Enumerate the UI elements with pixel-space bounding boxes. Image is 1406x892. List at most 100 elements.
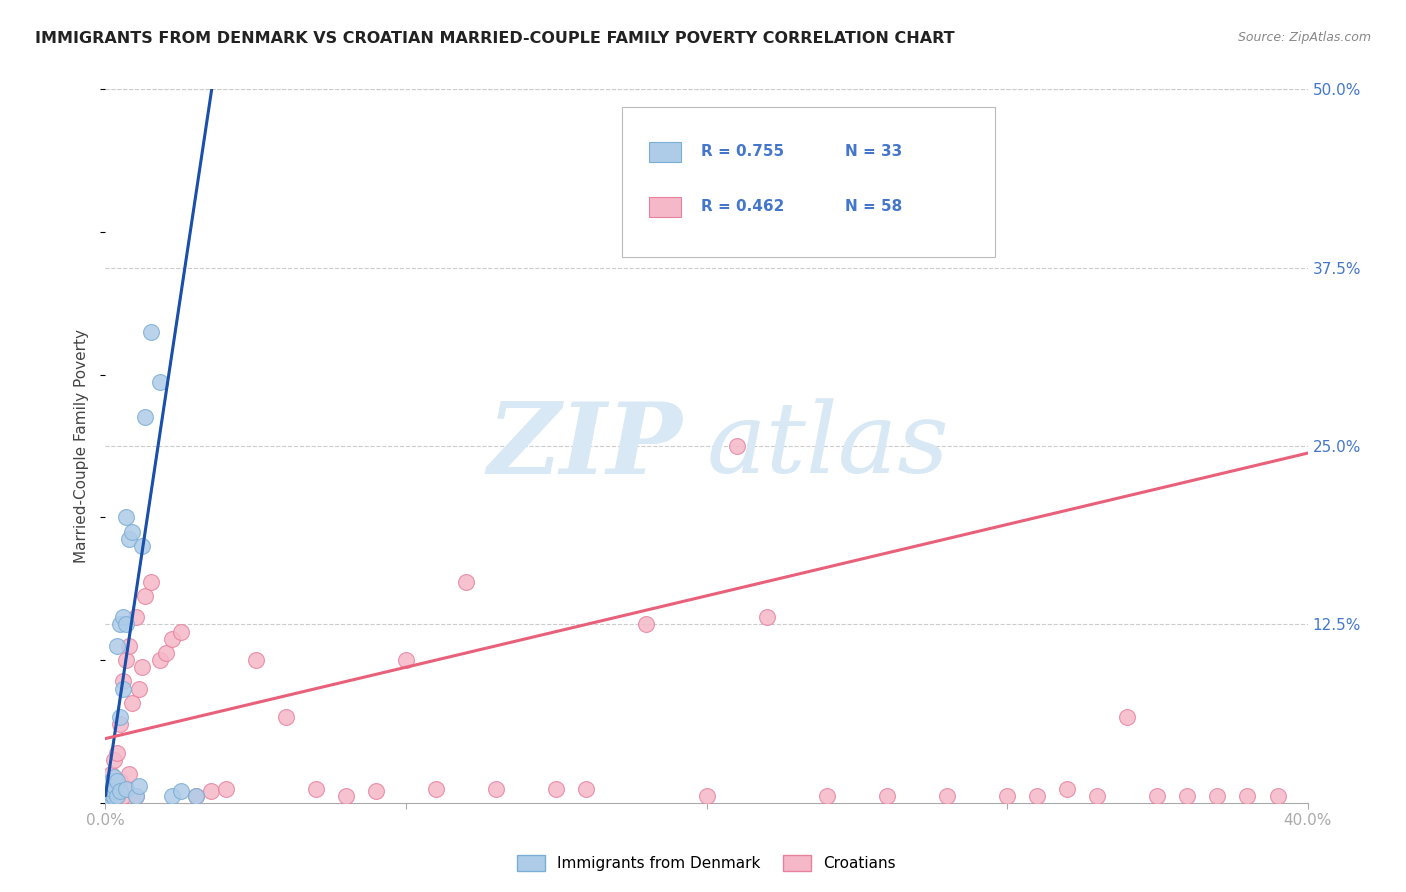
- Point: [364, 784, 387, 798]
- Y-axis label: Married-Couple Family Poverty: Married-Couple Family Poverty: [75, 329, 90, 563]
- Point: [936, 789, 959, 803]
- Point: [107, 789, 129, 803]
- Point: [97, 789, 120, 803]
- Point: [124, 789, 146, 803]
- Point: [124, 789, 146, 803]
- Point: [107, 774, 129, 789]
- Point: [118, 767, 141, 781]
- Point: [134, 410, 156, 425]
- Point: [103, 779, 125, 793]
- Point: [1116, 710, 1139, 724]
- Point: [110, 774, 132, 789]
- Point: [245, 653, 267, 667]
- Point: [103, 784, 125, 798]
- Point: [100, 774, 122, 789]
- Point: [121, 524, 143, 539]
- Point: [454, 574, 477, 589]
- Point: [97, 791, 120, 805]
- Point: [128, 681, 150, 696]
- Point: [395, 653, 418, 667]
- Point: [103, 753, 125, 767]
- Point: [1146, 789, 1168, 803]
- Point: [115, 653, 138, 667]
- Point: [110, 717, 132, 731]
- Point: [485, 781, 508, 796]
- Point: [107, 781, 129, 796]
- Point: [107, 639, 129, 653]
- Text: R = 0.462: R = 0.462: [700, 200, 785, 214]
- Point: [139, 325, 162, 339]
- Point: [148, 653, 170, 667]
- Point: [575, 781, 598, 796]
- Point: [184, 789, 207, 803]
- Point: [97, 784, 120, 798]
- Point: [121, 696, 143, 710]
- Point: [815, 789, 838, 803]
- Point: [131, 660, 153, 674]
- Point: [160, 789, 183, 803]
- Point: [107, 746, 129, 760]
- Point: [139, 574, 162, 589]
- Point: [128, 779, 150, 793]
- Point: [97, 793, 120, 807]
- Point: [1085, 789, 1108, 803]
- Point: [200, 784, 222, 798]
- Point: [755, 610, 778, 624]
- Point: [131, 539, 153, 553]
- Point: [696, 789, 718, 803]
- Point: [115, 617, 138, 632]
- Text: N = 33: N = 33: [845, 145, 903, 160]
- Point: [110, 710, 132, 724]
- Text: IMMIGRANTS FROM DENMARK VS CROATIAN MARRIED-COUPLE FAMILY POVERTY CORRELATION CH: IMMIGRANTS FROM DENMARK VS CROATIAN MARR…: [35, 31, 955, 46]
- Point: [100, 767, 122, 781]
- Point: [110, 784, 132, 798]
- Point: [725, 439, 748, 453]
- Point: [112, 674, 135, 689]
- Point: [100, 789, 122, 803]
- Point: [97, 786, 120, 800]
- Point: [1236, 789, 1258, 803]
- Text: ZIP: ZIP: [488, 398, 682, 494]
- Point: [305, 781, 328, 796]
- FancyBboxPatch shape: [648, 143, 682, 161]
- FancyBboxPatch shape: [623, 107, 995, 257]
- Point: [115, 781, 138, 796]
- Text: N = 58: N = 58: [845, 200, 903, 214]
- Point: [100, 787, 122, 801]
- Point: [1267, 789, 1289, 803]
- Point: [118, 532, 141, 546]
- Point: [214, 781, 236, 796]
- Point: [124, 610, 146, 624]
- Point: [1206, 789, 1229, 803]
- Point: [1175, 789, 1198, 803]
- Point: [115, 781, 138, 796]
- Point: [155, 646, 177, 660]
- Point: [112, 610, 135, 624]
- Point: [103, 784, 125, 798]
- Point: [112, 681, 135, 696]
- Point: [100, 791, 122, 805]
- Point: [103, 770, 125, 784]
- Text: R = 0.755: R = 0.755: [700, 145, 783, 160]
- Point: [335, 789, 357, 803]
- Point: [274, 710, 297, 724]
- Point: [546, 781, 568, 796]
- Point: [148, 375, 170, 389]
- Point: [184, 789, 207, 803]
- Point: [103, 790, 125, 805]
- Point: [100, 781, 122, 796]
- Point: [112, 789, 135, 803]
- Point: [160, 632, 183, 646]
- Point: [425, 781, 447, 796]
- Point: [134, 589, 156, 603]
- Point: [169, 784, 191, 798]
- Point: [118, 639, 141, 653]
- Point: [169, 624, 191, 639]
- Text: Source: ZipAtlas.com: Source: ZipAtlas.com: [1237, 31, 1371, 45]
- Point: [995, 789, 1018, 803]
- Point: [115, 510, 138, 524]
- Legend: Immigrants from Denmark, Croatians: Immigrants from Denmark, Croatians: [512, 849, 901, 877]
- FancyBboxPatch shape: [648, 197, 682, 217]
- Point: [1056, 781, 1078, 796]
- Point: [636, 617, 658, 632]
